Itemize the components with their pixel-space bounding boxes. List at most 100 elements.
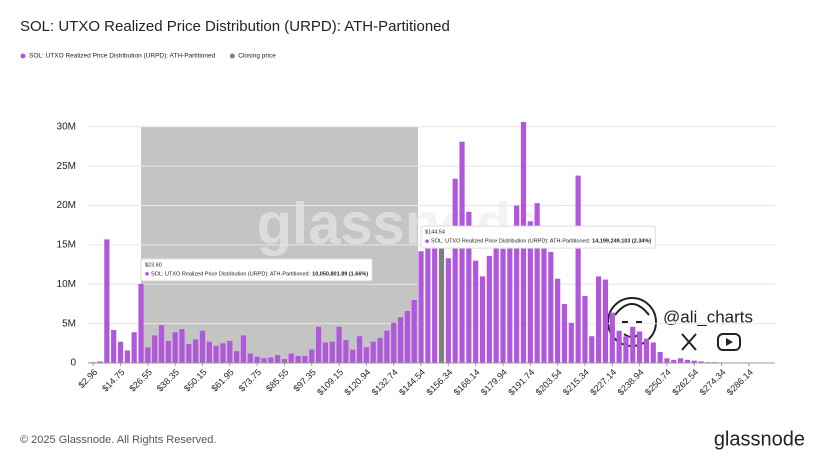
bar bbox=[145, 347, 151, 363]
bar bbox=[124, 350, 130, 363]
bar bbox=[568, 322, 574, 363]
y-tick-label: 5M bbox=[62, 318, 76, 329]
bar bbox=[404, 311, 410, 363]
bar bbox=[479, 276, 486, 363]
bar bbox=[302, 355, 308, 363]
bar bbox=[575, 175, 581, 363]
handle: @ali_charts bbox=[663, 307, 753, 326]
bar bbox=[500, 248, 506, 363]
bar bbox=[548, 251, 554, 363]
bar bbox=[555, 278, 561, 363]
tooltip-dot bbox=[145, 272, 149, 276]
bar bbox=[664, 358, 670, 363]
bar bbox=[425, 238, 431, 363]
youtube-icon bbox=[717, 333, 741, 351]
copyright: © 2025 Glassnode. All Rights Reserved. bbox=[20, 434, 216, 446]
bar bbox=[131, 332, 137, 363]
y-tick-label: 30M bbox=[57, 121, 76, 132]
bar bbox=[445, 258, 451, 363]
bar bbox=[234, 351, 240, 363]
tooltip-price: $144.54 bbox=[425, 230, 445, 236]
bar bbox=[397, 317, 404, 363]
brand-logo: glassnode bbox=[714, 428, 805, 450]
bar bbox=[104, 239, 110, 363]
bar bbox=[343, 340, 349, 363]
youtube-play bbox=[726, 338, 733, 346]
bar bbox=[377, 337, 383, 363]
bar bbox=[309, 349, 315, 363]
tooltip-value: 14,199,249.103 (2.34%) bbox=[592, 239, 651, 245]
bar bbox=[684, 359, 691, 363]
tooltip: $144.54 SOL: UTXO Realized Price Distribu… bbox=[420, 225, 656, 249]
bar bbox=[589, 336, 595, 363]
bar bbox=[466, 211, 472, 363]
y-tick-label: 0 bbox=[70, 358, 76, 369]
bar bbox=[534, 203, 540, 363]
bar bbox=[275, 355, 281, 363]
legend-swatch bbox=[229, 53, 235, 59]
bar bbox=[438, 240, 445, 363]
bar bbox=[623, 336, 629, 363]
bar bbox=[281, 359, 288, 363]
bar bbox=[643, 338, 650, 363]
bar bbox=[561, 303, 568, 363]
bar bbox=[165, 340, 171, 363]
bar bbox=[411, 300, 417, 363]
bar bbox=[247, 353, 253, 363]
y-tick-label: 15M bbox=[57, 240, 76, 251]
bar bbox=[350, 349, 356, 363]
bar bbox=[677, 358, 684, 363]
bar bbox=[97, 361, 103, 363]
bar bbox=[268, 357, 274, 363]
avatar-face bbox=[614, 303, 650, 338]
bar bbox=[329, 341, 335, 363]
bar bbox=[172, 332, 178, 363]
bar bbox=[295, 355, 301, 363]
bar bbox=[698, 361, 704, 363]
bar bbox=[152, 335, 158, 363]
bar bbox=[322, 342, 329, 363]
bar bbox=[657, 351, 663, 363]
bar bbox=[111, 329, 117, 363]
y-tick-label: 10M bbox=[57, 279, 76, 290]
bar bbox=[507, 241, 513, 363]
bar bbox=[206, 341, 212, 363]
bar bbox=[616, 330, 622, 363]
bar bbox=[186, 344, 192, 363]
bar bbox=[432, 243, 438, 363]
legend-swatch bbox=[20, 53, 26, 59]
bar bbox=[691, 360, 697, 363]
tooltip-dot bbox=[425, 239, 429, 243]
y-tick-label: 20M bbox=[57, 200, 76, 211]
bar bbox=[541, 225, 547, 363]
tooltip-box bbox=[420, 225, 656, 249]
tooltip-label: SOL: UTXO Realized Price Distribution (U… bbox=[431, 239, 591, 245]
bar bbox=[356, 336, 363, 363]
bar bbox=[117, 341, 124, 363]
y-tick-label: 25M bbox=[57, 161, 76, 172]
bar bbox=[261, 358, 267, 363]
bar bbox=[596, 276, 602, 363]
legend-label: Closing price bbox=[238, 53, 276, 60]
bar bbox=[370, 341, 376, 363]
bar bbox=[527, 221, 533, 363]
bar bbox=[459, 141, 465, 363]
bar bbox=[650, 342, 656, 363]
bar bbox=[391, 322, 397, 363]
tooltip-price: $23.60 bbox=[145, 262, 162, 268]
bar bbox=[288, 353, 294, 363]
bar bbox=[486, 255, 492, 363]
bar bbox=[199, 330, 206, 363]
bar bbox=[671, 359, 677, 363]
bar bbox=[630, 326, 636, 363]
bar bbox=[452, 178, 458, 363]
bar bbox=[220, 343, 226, 363]
tooltip-box bbox=[140, 258, 373, 282]
bar bbox=[213, 345, 219, 363]
bar bbox=[254, 356, 260, 363]
bar bbox=[582, 296, 588, 363]
bar bbox=[315, 326, 322, 363]
bar bbox=[609, 312, 615, 363]
bar bbox=[158, 325, 165, 363]
